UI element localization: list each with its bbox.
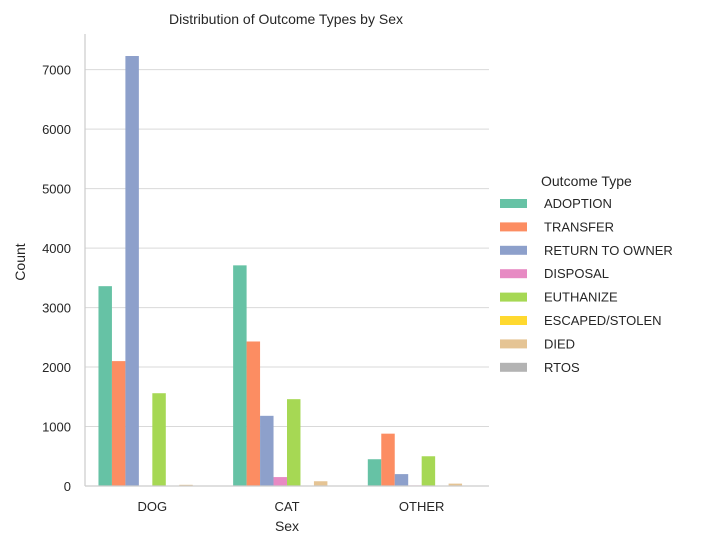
- bar: [111, 361, 126, 486]
- legend-title: Outcome Type: [541, 173, 632, 189]
- legend-swatch: [500, 339, 527, 349]
- legend-label: DISPOSAL: [544, 266, 609, 281]
- y-tick-label: 6000: [42, 122, 71, 137]
- bar: [394, 474, 409, 486]
- legend-label: RTOS: [544, 360, 580, 375]
- legend-label: ESCAPED/STOLEN: [544, 313, 662, 328]
- bar: [152, 393, 166, 486]
- legend-swatch: [500, 245, 527, 255]
- bar: [448, 483, 463, 486]
- legend-swatch: [500, 292, 527, 302]
- legend-swatch: [500, 269, 527, 279]
- legend-swatch: [500, 316, 527, 325]
- legend: Outcome Type ADOPTION TRANSFER RETURN TO O…: [500, 173, 673, 375]
- bar: [367, 459, 382, 486]
- x-axis-label: Sex: [275, 518, 299, 534]
- y-tick-label: 2000: [42, 360, 71, 375]
- y-tick-label: 7000: [42, 63, 71, 78]
- legend-label: RETURN TO OWNER: [544, 243, 673, 258]
- legend-swatch: [500, 199, 527, 208]
- bar: [246, 341, 261, 486]
- legend-label: TRANSFER: [544, 219, 614, 234]
- y-tick-label: 4000: [42, 241, 71, 256]
- legend-label: DIED: [544, 336, 575, 351]
- y-tick-label: 0: [64, 479, 71, 494]
- legend-label: ADOPTION: [544, 196, 612, 211]
- y-axis-label: Count: [12, 243, 28, 280]
- bar: [260, 415, 274, 486]
- legend-swatch: [500, 222, 527, 232]
- bar: [98, 286, 112, 486]
- y-tick-labels: 0 1000 2000 3000 4000 5000 6000 7000: [42, 63, 71, 494]
- legend-label: EUTHANIZE: [544, 290, 618, 305]
- chart-title: Distribution of Outcome Types by Sex: [169, 11, 403, 27]
- gridlines: [85, 69, 489, 428]
- bar: [313, 481, 328, 486]
- bar: [273, 477, 287, 486]
- x-tick-label: CAT: [274, 499, 299, 514]
- y-tick-label: 3000: [42, 301, 71, 316]
- x-tick-label: OTHER: [399, 499, 445, 514]
- y-tick-label: 5000: [42, 182, 71, 197]
- bars: [98, 56, 476, 486]
- bar: [125, 56, 139, 486]
- bar: [381, 433, 395, 486]
- legend-swatch: [500, 362, 527, 372]
- y-tick-label: 1000: [42, 420, 71, 435]
- x-tick-label: DOG: [138, 499, 168, 514]
- bar: [421, 456, 436, 486]
- x-tick-labels: DOG CAT OTHER: [138, 499, 445, 514]
- bar: [287, 399, 301, 486]
- bar: [233, 265, 247, 486]
